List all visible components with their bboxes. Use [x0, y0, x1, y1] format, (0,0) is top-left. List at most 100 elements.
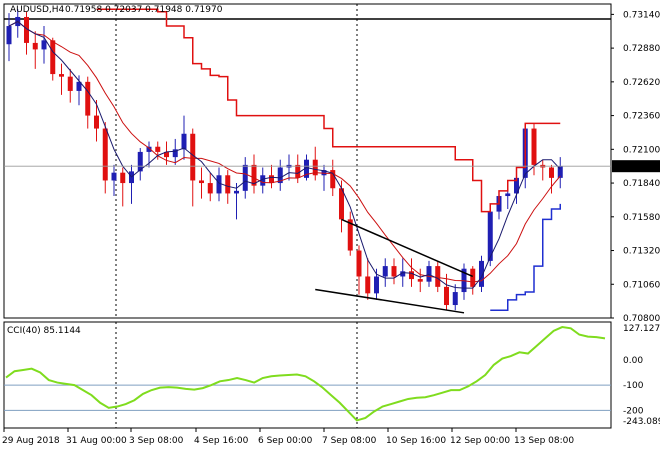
price-tick-label: 0.71840	[623, 179, 660, 189]
time-tick-label: 4 Sep 16:00	[194, 436, 249, 446]
price-tick-label: 0.72100	[623, 145, 660, 155]
candle-body	[102, 128, 108, 181]
time-tick-label: 12 Sep 00:00	[450, 436, 510, 446]
candle	[32, 31, 38, 69]
candle	[85, 76, 91, 129]
cci-panel[interactable]	[3, 321, 612, 429]
lower-channel-band	[490, 203, 561, 311]
chart-symbol-label: AUDUSD,H4	[10, 5, 65, 15]
candle-body	[339, 188, 344, 220]
price-panel[interactable]	[3, 3, 612, 319]
candle-body	[172, 149, 178, 158]
candle-body	[557, 166, 563, 178]
candle-body	[111, 172, 117, 181]
candle-body	[164, 151, 169, 158]
candle-body	[444, 286, 449, 306]
fast-moving-average	[8, 20, 561, 289]
candle	[242, 157, 248, 199]
candle	[76, 75, 82, 106]
candle	[164, 141, 169, 165]
cci-level-label: -200	[623, 406, 644, 416]
candle-body	[207, 183, 213, 194]
cci-header-label: CCI(40) 85.1144	[7, 326, 81, 336]
candle-body	[85, 81, 91, 116]
time-tick-label: 3 Sep 08:00	[129, 436, 184, 446]
candle	[461, 263, 467, 300]
candle	[190, 128, 196, 207]
candle-body	[277, 167, 283, 184]
candle-body	[120, 172, 126, 184]
candle-body	[59, 74, 64, 77]
candle	[181, 115, 187, 160]
price-panel-frame	[3, 3, 612, 319]
candle-body	[67, 76, 73, 91]
candle	[382, 258, 388, 287]
candle	[330, 159, 336, 197]
candle-body	[242, 164, 248, 191]
candle-body	[549, 167, 554, 178]
candle-body	[260, 175, 266, 186]
candle	[6, 13, 12, 62]
candle-body	[269, 175, 274, 184]
candle	[260, 167, 266, 194]
candle-body	[452, 292, 458, 306]
candle	[321, 164, 327, 191]
time-axis: 29 Aug 2018 31 Aug 00:00 3 Sep 08:00 4 Sep …	[2, 428, 574, 446]
candle-body	[400, 271, 406, 277]
candle-body	[24, 16, 29, 43]
time-tick-label: 13 Sep 08:00	[514, 436, 574, 446]
cci-level-label: 127.1278	[623, 324, 660, 334]
candle-body	[146, 146, 152, 152]
price-tick-label: 0.72620	[623, 78, 660, 88]
candle	[137, 148, 143, 181]
time-tick-label: 7 Sep 08:00	[322, 436, 377, 446]
price-tick-label: 0.71580	[623, 213, 660, 223]
candle	[207, 172, 213, 202]
candle	[67, 68, 73, 103]
candle	[225, 170, 231, 204]
price-tick-label: 0.72360	[623, 112, 660, 122]
candle	[199, 167, 204, 199]
candle-body	[190, 133, 196, 181]
price-tick-label: 0.71060	[623, 280, 660, 290]
time-tick-label: 29 Aug 2018	[2, 436, 60, 446]
candle-body	[6, 26, 12, 45]
candle	[155, 141, 161, 160]
candle-body	[374, 276, 379, 294]
candle	[435, 260, 441, 293]
price-tick-label: 0.71320	[623, 247, 660, 257]
candle-body	[41, 40, 47, 50]
candle	[234, 183, 239, 220]
candle	[549, 164, 554, 194]
upper-channel-band	[96, 8, 561, 213]
candle	[102, 122, 108, 194]
candle	[251, 154, 257, 194]
candle	[470, 266, 476, 295]
candle-body	[32, 42, 38, 50]
candle	[557, 157, 563, 189]
candle	[50, 37, 56, 81]
current-price-label: 0.71970	[620, 163, 657, 173]
candle	[409, 258, 414, 287]
candle-body	[251, 164, 257, 186]
candle	[391, 258, 397, 285]
candle	[41, 26, 47, 64]
candle-body	[216, 175, 222, 194]
candle-body	[304, 159, 309, 178]
candle	[24, 11, 29, 55]
price-tick-label: 0.70800	[623, 314, 660, 324]
candle-body	[382, 266, 388, 277]
candle	[59, 63, 64, 95]
chart-ohlc-label: 0.71958 0.72037 0.71948 0.71970	[65, 5, 223, 15]
candle-body	[181, 133, 187, 150]
wedge-upper-trendline	[341, 218, 474, 278]
time-tick-label: 6 Sep 00:00	[258, 436, 313, 446]
cci-level-label: 0.00	[623, 356, 643, 366]
candle-body	[137, 151, 143, 172]
candle	[479, 255, 484, 293]
candle-body	[479, 260, 484, 287]
cci-level-label: -243.0898	[623, 417, 660, 427]
candle-body	[531, 128, 537, 165]
price-tick-label: 0.73140	[623, 10, 660, 20]
